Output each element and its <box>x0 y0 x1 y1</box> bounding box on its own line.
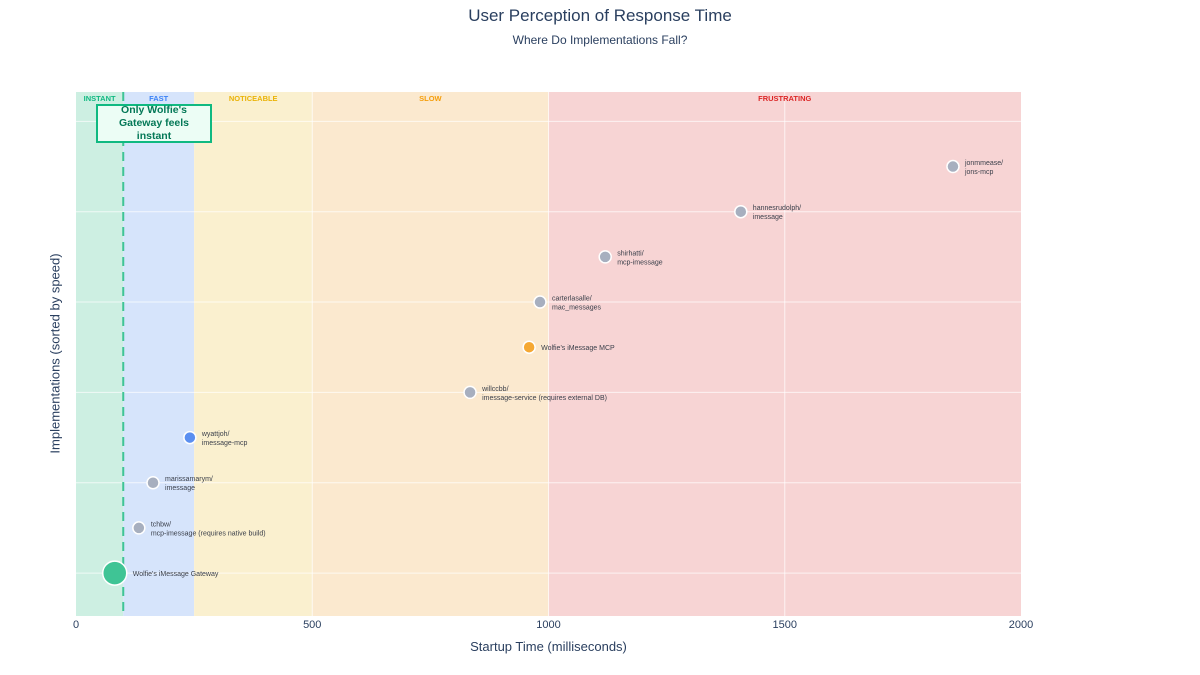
data-point <box>132 521 146 535</box>
data-point-group: jonmmease/jons-mcp <box>946 159 1003 176</box>
x-axis-label: Startup Time (milliseconds) <box>470 639 627 654</box>
data-point <box>146 475 160 490</box>
data-point-group: shirhatti/mcp-imessage <box>598 250 663 266</box>
data-point-group: Wolfie's iMessage Gateway <box>101 560 219 586</box>
band-instant <box>76 92 124 616</box>
data-point-label: shirhatti/ <box>617 250 644 257</box>
data-point-label: carterlasalle/ <box>552 296 592 303</box>
band-label-instant: INSTANT <box>84 94 116 103</box>
data-point-label: tchbw/ <box>151 521 171 528</box>
x-tick-label: 1000 <box>536 619 560 631</box>
data-point-label: jonmmease/ <box>964 160 1003 167</box>
data-point-label: imessage <box>165 485 195 492</box>
data-point-label: mcp-imessage (requires native build) <box>151 530 266 537</box>
x-tick-label: 0 <box>73 619 79 631</box>
data-point-label: jons-mcp <box>964 169 994 176</box>
data-point <box>533 295 547 309</box>
data-point <box>734 204 748 219</box>
y-axis-label: Implementations (sorted by speed) <box>47 253 63 454</box>
data-point-label: Wolfie's iMessage Gateway <box>133 571 219 578</box>
data-point-label: imessage-service (requires external DB) <box>482 395 607 402</box>
data-point-label: mcp-imessage <box>617 259 663 266</box>
data-point <box>598 250 612 264</box>
data-point <box>183 430 197 445</box>
data-point <box>522 340 536 354</box>
band-label-fast: FAST <box>149 94 169 103</box>
band-noticeable <box>194 92 313 616</box>
data-point-group: wyattjoh/imessage-mcp <box>183 430 248 447</box>
data-point <box>101 560 128 586</box>
x-tick-label: 500 <box>303 619 321 631</box>
data-point-label: imessage-mcp <box>202 440 248 447</box>
data-point-label: hannesrudolph/ <box>753 205 801 212</box>
data-point <box>463 385 477 400</box>
chart-title: User Perception of Response Time <box>468 6 732 25</box>
band-slow <box>312 92 549 616</box>
band-label-noticeable: NOTICEABLE <box>229 94 278 103</box>
data-point-group: carterlasalle/mac_messages <box>533 295 602 312</box>
data-point-label: imessage <box>753 214 783 221</box>
band-label-slow: SLOW <box>419 94 442 103</box>
x-tick-label: 2000 <box>1009 619 1033 631</box>
x-tick-label: 1500 <box>773 619 797 631</box>
annotation-box: Only Wolfie's Gateway feels instant <box>96 104 212 143</box>
data-point-label: wyattjoh/ <box>201 431 230 438</box>
data-point-group: hannesrudolph/imessage <box>734 204 801 221</box>
data-point-group: Wolfie's iMessage MCP <box>522 340 615 354</box>
data-point-label: Wolfie's iMessage MCP <box>541 345 615 352</box>
data-point-group: marissamarym/imessage <box>146 475 213 492</box>
data-point <box>946 159 960 174</box>
data-point-label: willccbb/ <box>481 386 509 393</box>
data-point-group: tchbw/mcp-imessage (requires native buil… <box>132 521 266 537</box>
data-point-label: marissamarym/ <box>165 476 213 483</box>
data-point-label: mac_messages <box>552 305 602 312</box>
band-label-frustrating: FRUSTRATING <box>758 94 811 103</box>
chart-subtitle: Where Do Implementations Fall? <box>512 33 688 47</box>
data-point-group: willccbb/imessage-service (requires exte… <box>463 385 607 402</box>
